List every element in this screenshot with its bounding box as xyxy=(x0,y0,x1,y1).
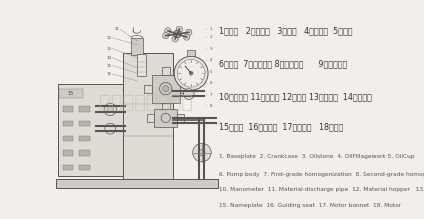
Bar xyxy=(62,150,73,156)
Bar xyxy=(79,136,90,141)
Bar xyxy=(144,85,152,92)
Text: 12: 12 xyxy=(106,36,112,40)
Circle shape xyxy=(105,123,116,134)
Circle shape xyxy=(199,150,205,156)
Text: 5: 5 xyxy=(209,70,212,74)
Circle shape xyxy=(162,33,169,39)
Circle shape xyxy=(189,71,193,75)
Text: 6、保握  7、一级均管 8、二级均管      9、压力表座: 6、保握 7、一级均管 8、二级均管 9、压力表座 xyxy=(219,59,347,68)
Bar xyxy=(62,165,73,170)
Text: 15: 15 xyxy=(106,64,112,67)
Circle shape xyxy=(173,30,181,38)
Text: 10. Manometer  11. Material-discharge pipe  12. Material hopper   13. Blockr val: 10. Manometer 11. Material-discharge pip… xyxy=(219,187,424,192)
Text: 11: 11 xyxy=(114,27,119,31)
Text: 8: 8 xyxy=(209,104,212,108)
Bar xyxy=(79,150,90,156)
Text: 1、底板   2、曲轴箱   3、连接   4、加油口  5、油杯: 1、底板 2、曲轴箱 3、连接 4、加油口 5、油杯 xyxy=(219,26,352,35)
Circle shape xyxy=(176,26,182,32)
Text: 15. Nameplate  16. Guiding seat  17. Motor bonnet  18. Motor: 15. Nameplate 16. Guiding seat 17. Motor… xyxy=(219,203,401,208)
Bar xyxy=(177,114,184,122)
Text: 15: 15 xyxy=(68,91,74,96)
Bar xyxy=(152,75,180,102)
Text: 盐城亿丰机械公司: 盐城亿丰机械公司 xyxy=(100,93,193,112)
Circle shape xyxy=(184,89,194,99)
Bar xyxy=(162,67,170,75)
Text: 3: 3 xyxy=(209,47,212,51)
Text: 1: 1 xyxy=(209,27,212,31)
Text: 6. Pump body  7. First-grade homogenization  8. Second-grade homogenization  9. : 6. Pump body 7. First-grade homogenizati… xyxy=(219,172,424,177)
Text: 6: 6 xyxy=(209,81,212,85)
Bar xyxy=(56,179,218,188)
Circle shape xyxy=(184,34,190,40)
Circle shape xyxy=(177,59,205,87)
Bar xyxy=(62,106,73,112)
Text: 14: 14 xyxy=(106,56,112,60)
Circle shape xyxy=(165,28,171,34)
Bar xyxy=(62,121,73,126)
Bar xyxy=(123,53,173,180)
Bar xyxy=(154,109,177,127)
Text: 15、标牌  16、调向座  17、电机座   18、电机: 15、标牌 16、调向座 17、电机座 18、电机 xyxy=(219,123,343,132)
Circle shape xyxy=(174,56,208,90)
Circle shape xyxy=(159,83,172,95)
Circle shape xyxy=(163,86,169,92)
Bar xyxy=(58,84,123,177)
Bar xyxy=(59,89,83,98)
Bar xyxy=(79,106,90,112)
Bar xyxy=(62,136,73,141)
Bar xyxy=(162,102,170,110)
Circle shape xyxy=(192,143,211,162)
Circle shape xyxy=(161,113,170,122)
Bar xyxy=(147,114,154,122)
Text: 2: 2 xyxy=(209,35,212,39)
Circle shape xyxy=(172,36,178,42)
Text: 1. Baseplate  2. Crankcase  3. Oilstone  4. OilFillagework 5. OilCup: 1. Baseplate 2. Crankcase 3. Oilstone 4.… xyxy=(219,154,414,159)
Text: 16: 16 xyxy=(106,72,112,76)
Bar xyxy=(131,38,142,55)
Bar xyxy=(79,121,90,126)
Bar xyxy=(180,85,187,92)
Bar xyxy=(187,50,195,56)
Text: 7: 7 xyxy=(209,93,212,97)
Text: 10、压力表 11、出料管 12、料门 13、出料阀  14、进料阀: 10、压力表 11、出料管 12、料门 13、出料阀 14、进料阀 xyxy=(219,92,372,101)
Circle shape xyxy=(104,103,117,116)
Text: 4: 4 xyxy=(209,58,212,62)
Circle shape xyxy=(107,106,113,113)
Bar xyxy=(79,165,90,170)
Circle shape xyxy=(186,29,192,35)
Text: 13: 13 xyxy=(106,47,112,51)
Bar xyxy=(137,54,146,76)
